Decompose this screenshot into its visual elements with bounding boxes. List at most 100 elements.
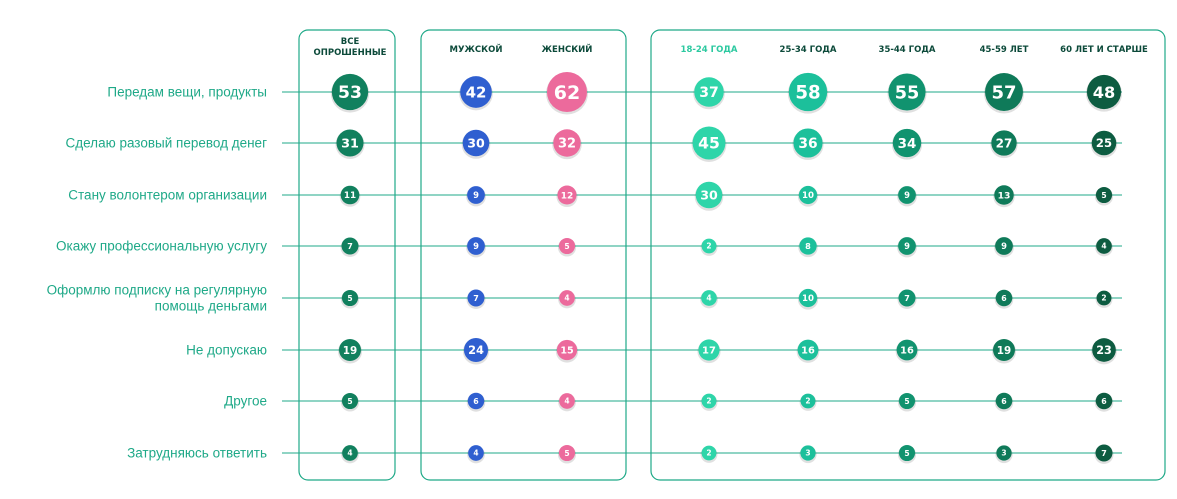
bubble-circle (996, 445, 1012, 461)
bubble-value-label: 4 (564, 397, 569, 406)
bubble-value-label: 4 (1101, 242, 1106, 251)
bubble-value-label: 9 (473, 190, 479, 200)
bubble-value-label: 4 (347, 449, 352, 458)
bubble-circle (1095, 392, 1113, 410)
bubble-circle (993, 339, 1015, 361)
bubble: 7 (897, 289, 917, 309)
bubble: 45 (691, 126, 727, 162)
bubble-value-label: 5 (564, 449, 569, 458)
column-group-frame (420, 29, 627, 481)
bubble: 4 (558, 393, 576, 412)
bubble-value-label: 58 (795, 83, 820, 104)
bubble-value-label: 57 (991, 82, 1016, 103)
bubble-circle (793, 128, 823, 158)
column-header-label: 25-34 ГОДА (780, 45, 837, 55)
bubble-value-label: 15 (560, 345, 573, 356)
bubble: 2 (700, 445, 718, 463)
bubble: 57 (984, 73, 1024, 114)
column-group-frame (650, 29, 1166, 481)
column-header-label: 60 ЛЕТ И СТАРШЕ (1060, 45, 1148, 55)
bubble-value-label: 2 (706, 449, 711, 458)
bubble-value-label: 2 (805, 397, 810, 406)
bubble: 9 (994, 237, 1014, 258)
bubble-circle (695, 181, 723, 209)
bubble: 5 (340, 289, 360, 309)
bubble-value-label: 34 (898, 137, 917, 152)
bubble: 23 (1091, 338, 1117, 365)
column-header-label: ОПРОШЕННЫЕ (314, 48, 387, 58)
bubble-value-label: 5 (904, 449, 909, 458)
bubble-circle (1095, 186, 1113, 204)
bubble-circle (898, 289, 916, 307)
bubble-value-label: 5 (564, 242, 569, 251)
bubble: 30 (694, 181, 724, 211)
column-header-label: 35-44 ГОДА (879, 45, 936, 55)
bubble-value-label: 16 (900, 346, 914, 357)
bubble-circle (995, 289, 1013, 307)
bubble: 19 (338, 339, 362, 364)
bubble-circle (1091, 130, 1117, 156)
bubble-circle (558, 444, 576, 462)
bubble-circle (991, 130, 1017, 156)
bubble-value-label: 9 (904, 241, 910, 251)
bubble-circle (898, 237, 916, 255)
bubble-value-label: 19 (343, 345, 357, 357)
bubble-value-label: 6 (473, 397, 478, 406)
bubble-value-label: 7 (473, 294, 479, 303)
row-label: Сделаю разовый перевод денег (66, 136, 268, 151)
bubble-circle (798, 288, 818, 308)
column-header-label: ВСЕ (341, 37, 360, 47)
column-header-label: 18-24 ГОДА (681, 45, 738, 55)
bubble-circle (896, 339, 918, 361)
bubble-circle (467, 237, 485, 255)
bubble-circle (339, 339, 361, 361)
bubble: 30 (461, 129, 491, 159)
bubble-value-label: 10 (802, 191, 814, 201)
bubble-circle (467, 186, 485, 204)
bubble: 4 (341, 445, 359, 464)
bubble: 10 (797, 288, 819, 310)
group-boxes (298, 29, 1166, 481)
bubble-circle (1092, 338, 1116, 362)
bubble-circle (340, 185, 360, 205)
bubble-circle (467, 392, 485, 410)
bubble: 9 (466, 186, 486, 207)
bubble-value-label: 30 (700, 188, 718, 203)
bubble-circle (553, 129, 581, 157)
bubble-circle (1096, 238, 1112, 254)
bubble-value-label: 23 (1096, 344, 1112, 357)
bubble-value-label: 8 (805, 241, 811, 251)
bubble-circle (798, 185, 818, 205)
bubble-circle (1095, 444, 1113, 462)
bubble-value-label: 45 (698, 135, 720, 153)
bubble: 5 (897, 444, 917, 464)
bubble-value-label: 9 (1001, 241, 1007, 251)
column-header-label: ЖЕНСКИЙ (542, 43, 593, 55)
bubble-value-label: 31 (341, 137, 359, 152)
bubble-value-label: 16 (801, 346, 815, 357)
bubble: 15 (555, 339, 579, 363)
bubble: 13 (993, 185, 1015, 208)
bubble: 4 (700, 290, 718, 309)
bubble: 5 (1094, 186, 1114, 206)
bubble: 6 (1094, 392, 1114, 412)
bubble: 4 (1095, 238, 1113, 257)
bubble: 2 (700, 238, 718, 256)
bubble-value-label: 9 (904, 190, 910, 200)
bubble-circle (460, 76, 492, 108)
bubble-value-label: 55 (895, 83, 919, 103)
bubble: 4 (558, 290, 576, 309)
row-label: Стану волонтером организации (68, 188, 267, 203)
bubble: 34 (891, 128, 923, 160)
bubble-value-label: 6 (1101, 397, 1106, 406)
bubble-circle (341, 392, 359, 410)
bubble-value-label: 42 (466, 83, 487, 101)
bubble: 9 (897, 237, 917, 258)
bubble-value-label: 10 (802, 294, 814, 304)
bubble-circle (800, 445, 816, 461)
bubble: 32 (552, 129, 582, 160)
bubble-circle (462, 129, 490, 157)
bubble: 6 (994, 289, 1014, 309)
bubble: 4 (467, 445, 485, 464)
